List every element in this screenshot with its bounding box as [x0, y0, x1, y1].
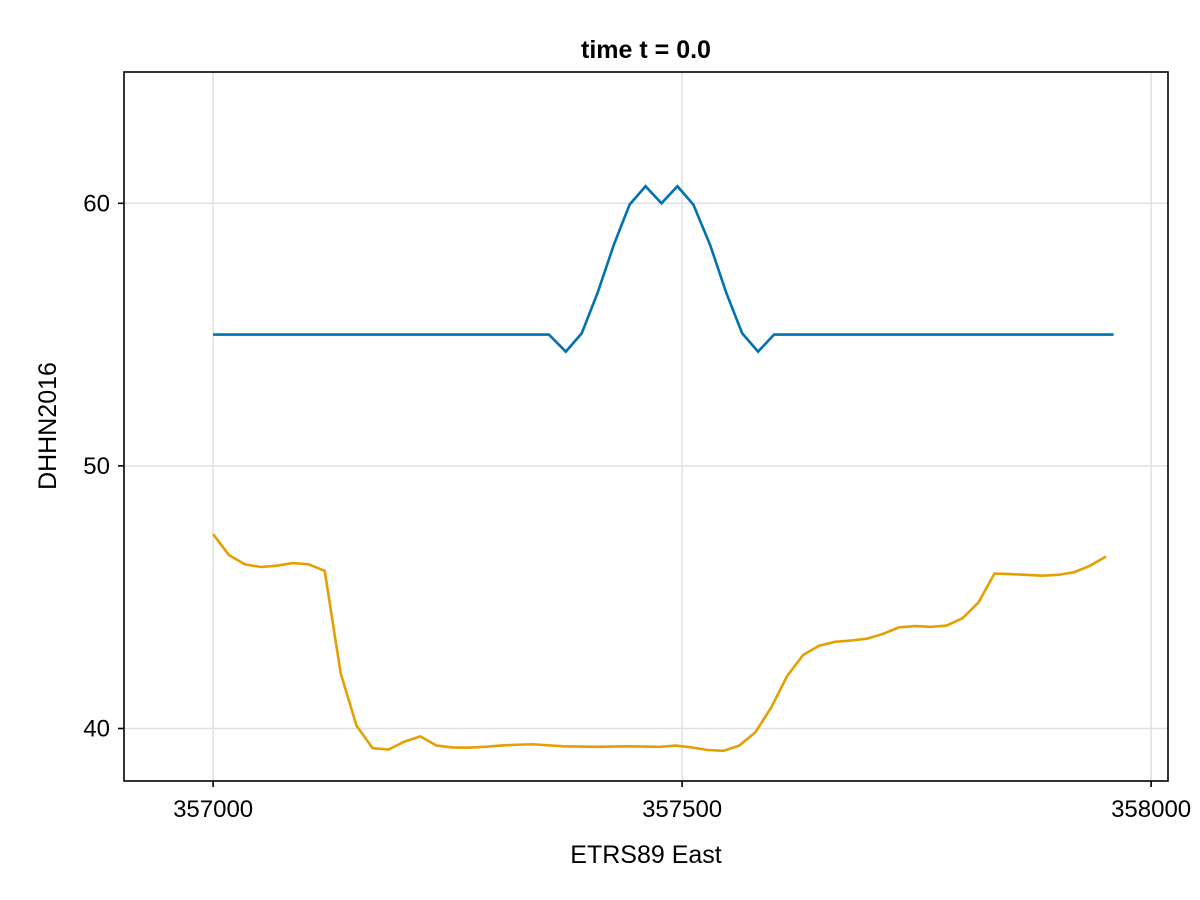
axis-ticks: 357000 357500 358000 40 50 60: [83, 190, 1191, 823]
chart-title: time t = 0.0: [581, 36, 711, 64]
grid-lines: [124, 72, 1168, 781]
y-tick-label: 40: [83, 715, 110, 742]
series-line-1: [213, 184, 1114, 354]
plot-frame: [123, 71, 1169, 782]
x-axis-label: ETRS89 East: [570, 841, 722, 869]
x-tick-label: 358000: [1111, 796, 1191, 823]
x-tick-label: 357000: [173, 796, 253, 823]
y-tick-label: 50: [83, 453, 110, 480]
y-axis-label: DHHN2016: [34, 362, 62, 490]
series-lines: [212, 184, 1114, 753]
y-tick-label: 60: [83, 190, 110, 217]
x-tick-label: 357500: [642, 796, 722, 823]
series-line-2: [212, 533, 1107, 753]
